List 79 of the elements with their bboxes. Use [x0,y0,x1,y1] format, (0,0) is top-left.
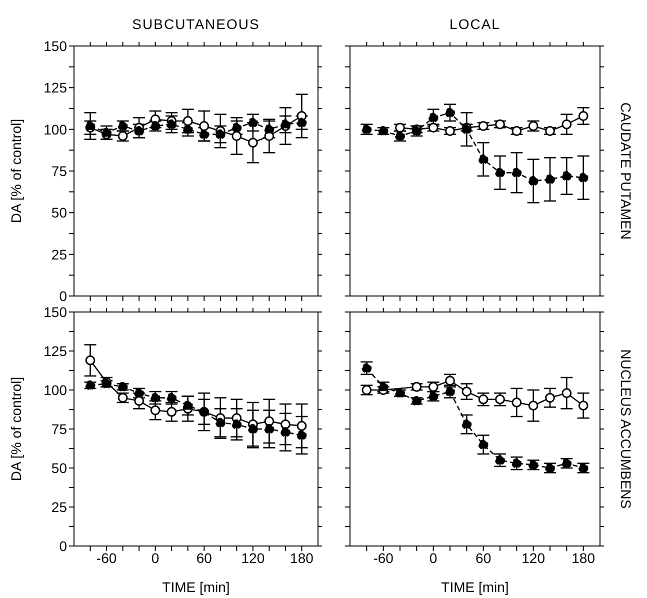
y-tick-label: 75 [51,162,68,179]
y-tick-label: 150 [44,304,68,320]
x-tick-label: 120 [522,550,546,566]
point [445,126,455,136]
point [182,116,193,126]
point [545,126,555,136]
y-tick-label: 125 [44,80,68,96]
point [166,119,177,130]
point [528,176,538,186]
point [248,138,258,148]
y-tick-label: 100 [44,382,68,398]
point [528,400,538,411]
y-tick-label: 50 [51,460,68,476]
x-tick-label: 180 [290,550,314,566]
point [462,386,472,397]
chart-title: LOCAL [448,16,502,32]
point [232,419,242,430]
point [545,392,555,403]
point [215,129,226,140]
y-tick-label: 0 [59,288,68,304]
y-tick-label: 50 [51,204,68,221]
point [578,111,588,121]
point [248,424,258,434]
point [215,418,226,428]
y-axis-title: DA [% of control] [8,376,24,482]
chart-title: SUBCUTANEOUS [131,16,261,32]
point [562,171,572,181]
point [199,121,210,131]
point [512,398,522,408]
x-tick-label: 60 [476,550,492,566]
point [562,119,572,130]
y2-axis-title: NUCLEUS ACCUMBENS [618,349,634,509]
point [478,440,488,450]
y-tick-label: 0 [59,538,68,554]
x-tick-label: 0 [429,550,438,566]
point [232,131,242,141]
point [134,396,144,406]
point [428,112,438,123]
point [264,124,274,134]
point [85,355,96,366]
x-tick-label: 0 [151,550,160,566]
point [462,419,472,430]
point [296,430,307,440]
x-axis-title: TIME [min] [441,579,509,595]
x-tick-label: -60 [373,550,394,566]
point [264,416,274,426]
point [248,118,258,128]
point [264,424,274,434]
y-tick-label: 150 [44,38,68,54]
y-tick-label: 25 [51,246,68,262]
point [512,168,522,178]
x-tick-label: 180 [572,550,596,566]
x-tick-label: 120 [241,550,265,566]
y2-axis-title: CAUDATE PUTAMEN [618,102,634,240]
point [395,388,405,398]
point [545,174,555,184]
point [445,108,455,118]
point [182,400,193,411]
point [578,172,588,183]
point [296,420,307,431]
point [280,427,290,438]
point [495,119,505,130]
y-tick-label: 100 [44,121,68,138]
point [232,122,242,133]
x-axis-title: TIME [min] [162,579,230,595]
point [495,168,505,178]
point [478,154,488,164]
point [578,400,588,411]
x-tick-label: 60 [196,550,212,566]
y-tick-label: 25 [51,498,68,515]
point [395,122,405,133]
x-tick-label: -60 [96,550,117,566]
y-tick-label: 75 [51,420,68,437]
point [182,124,193,134]
y-axis-title: DA [% of control] [8,118,24,224]
y-tick-label: 125 [44,342,68,359]
point [166,406,177,417]
point [562,388,572,398]
point [280,419,290,430]
